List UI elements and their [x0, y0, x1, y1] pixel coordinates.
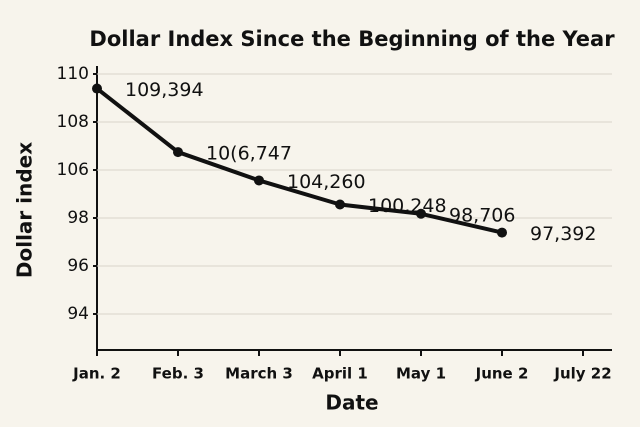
- y-axis-title: Dollar index: [13, 142, 37, 278]
- data-label: 98,706: [449, 204, 515, 226]
- chart-title: Dollar Index Since the Beginning of the …: [89, 27, 615, 51]
- data-point: [335, 199, 345, 210]
- data-point: [173, 147, 183, 158]
- x-tick-label: Jan. 2: [72, 365, 121, 383]
- data-point: [497, 227, 507, 238]
- y-tick-label: 108: [57, 112, 89, 132]
- data-label: 104,260: [287, 171, 366, 193]
- x-tick-label: March 3: [225, 365, 293, 383]
- data-label: 109,394: [125, 79, 204, 101]
- x-tick-label: May 1: [396, 365, 446, 383]
- y-tick-label: 98: [67, 208, 89, 228]
- y-tick-label: 96: [67, 256, 89, 276]
- data-point: [92, 83, 102, 94]
- data-label: 97,392: [530, 223, 596, 245]
- x-tick-label: July 22: [553, 365, 611, 383]
- data-point: [416, 208, 426, 219]
- series-line: [95, 86, 503, 235]
- data-point: [254, 175, 264, 186]
- x-tick-label: Feb. 3: [152, 365, 204, 383]
- data-label: 10(6,747: [206, 143, 292, 165]
- data-label: 100,248: [368, 195, 447, 217]
- y-tick-label: 94: [67, 304, 89, 324]
- y-tick-label: 106: [57, 160, 89, 180]
- x-axis-title: Date: [325, 391, 378, 415]
- y-tick-label: 110: [57, 64, 89, 84]
- x-tick-label: June 2: [475, 365, 529, 383]
- x-tick-label: April 1: [312, 365, 368, 383]
